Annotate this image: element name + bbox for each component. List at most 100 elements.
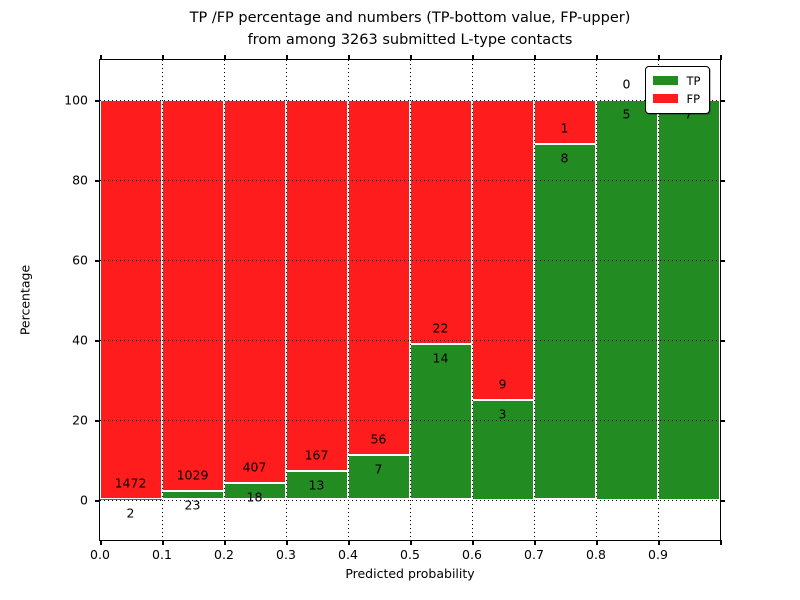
- chart-title: TP /FP percentage and numbers (TP-bottom…: [100, 7, 720, 51]
- x-tick-mark: [410, 540, 412, 545]
- y-tick-mark-right: [720, 260, 725, 262]
- gridline-vertical: [223, 59, 225, 540]
- x-tick-mark-top: [472, 55, 474, 60]
- y-tick-label: 100: [64, 92, 88, 108]
- bar-segment-tp: [533, 143, 596, 500]
- x-tick-mark: [162, 540, 164, 545]
- tp-count-label: 3: [498, 406, 507, 421]
- plot-area: TP FP 1472 2 1029 23 407 18 167 13 56 7 22 14 9 3 1 8 0 5…: [98, 58, 721, 541]
- bar-segment-tp: [409, 343, 472, 500]
- x-tick-mark-top: [658, 55, 660, 60]
- fp-count-label: 56: [370, 431, 387, 447]
- bar-segment-tp: [99, 498, 162, 500]
- legend-item-fp: FP: [652, 90, 701, 108]
- y-tick-label: 60: [72, 252, 88, 268]
- gridline-vertical: [657, 59, 659, 540]
- fp-swatch-icon: [652, 94, 678, 103]
- y-tick-label: 80: [72, 172, 88, 188]
- x-tick-mark-top: [224, 55, 226, 60]
- fp-count-label: 1: [560, 120, 569, 136]
- y-tick-mark-right: [720, 340, 725, 342]
- x-tick-mark: [348, 540, 350, 545]
- tp-count-label: 8: [560, 150, 569, 166]
- x-tick-mark-top: [596, 55, 598, 60]
- bar-segment-fp: [285, 99, 348, 471]
- gridline-vertical: [471, 59, 473, 540]
- bar-segment-fp: [471, 99, 534, 400]
- gridline-vertical: [533, 59, 535, 540]
- bar-segment-fp: [409, 99, 472, 344]
- x-tick-mark-top: [100, 55, 102, 60]
- chart-title-line1: TP /FP percentage and numbers (TP-bottom…: [189, 10, 631, 26]
- y-tick-mark: [95, 100, 100, 102]
- x-tick-label: 0.7: [524, 547, 544, 562]
- tp-count-label: 14: [432, 350, 449, 366]
- x-tick-label: 0.5: [400, 547, 420, 562]
- y-tick-mark-right: [720, 500, 725, 502]
- y-tick-mark: [95, 340, 100, 342]
- x-tick-label: 0.0: [90, 547, 110, 562]
- x-tick-label: 0.9: [648, 547, 668, 562]
- y-tick-mark: [95, 500, 100, 502]
- y-tick-label: 20: [72, 412, 88, 428]
- bar-segment-fp: [223, 99, 286, 483]
- x-tick-mark-top: [720, 55, 722, 60]
- x-tick-mark: [534, 540, 536, 545]
- x-tick-mark: [472, 540, 474, 545]
- bar-segment-tp: [657, 99, 720, 500]
- gridline-vertical: [285, 59, 287, 540]
- y-tick-label: 40: [72, 332, 88, 348]
- x-tick-mark-top: [410, 55, 412, 60]
- chart-title-line2: from among 3263 submitted L-type contact…: [247, 32, 573, 48]
- bar-segment-fp: [347, 99, 410, 456]
- x-tick-mark-top: [162, 55, 164, 60]
- x-tick-mark-top: [534, 55, 536, 60]
- fp-count-label: 1029: [176, 467, 209, 483]
- fp-count-label: 22: [432, 320, 449, 336]
- legend: TP FP: [644, 65, 711, 114]
- x-tick-mark-top: [348, 55, 350, 60]
- x-tick-label: 0.3: [276, 547, 296, 562]
- x-tick-mark: [286, 540, 288, 545]
- tp-count-label: 13: [308, 477, 325, 493]
- bar-segment-fp: [533, 99, 596, 144]
- x-tick-mark: [224, 540, 226, 545]
- fp-count-label: 1472: [114, 475, 147, 491]
- bar-segment-tp: [285, 470, 348, 500]
- gridline-vertical: [409, 59, 411, 540]
- fp-count-label: 0: [622, 76, 631, 91]
- legend-item-tp: TP: [652, 72, 701, 90]
- y-tick-label: 0: [80, 492, 88, 508]
- y-axis-label: Percentage: [17, 264, 33, 336]
- bar-segment-tp: [471, 399, 534, 500]
- x-axis-label: Predicted probability: [345, 566, 475, 581]
- tp-count-label: 7: [374, 461, 383, 477]
- tp-count-label: 23: [184, 497, 201, 513]
- tp-count-label: 18: [246, 489, 263, 505]
- bar-segment-fp: [161, 99, 224, 491]
- gridline-vertical: [161, 59, 163, 540]
- x-tick-label: 0.4: [338, 547, 358, 562]
- y-tick-mark-right: [720, 180, 725, 182]
- x-tick-mark: [658, 540, 660, 545]
- y-tick-mark-right: [720, 420, 725, 422]
- gridline-vertical: [347, 59, 349, 540]
- fp-count-label: 167: [304, 447, 329, 463]
- tp-count-label: 5: [622, 106, 631, 121]
- fp-count-label: 9: [498, 376, 507, 391]
- y-tick-mark: [95, 180, 100, 182]
- bar-segment-tp: [595, 99, 658, 500]
- tp-count-label: 2: [126, 505, 135, 521]
- x-tick-label: 0.8: [586, 547, 606, 562]
- x-tick-label: 0.2: [214, 547, 234, 562]
- legend-label-fp: FP: [686, 91, 701, 106]
- legend-label-tp: TP: [686, 73, 701, 88]
- x-tick-mark: [596, 540, 598, 545]
- tp-swatch-icon: [652, 76, 678, 85]
- y-tick-mark-right: [720, 100, 725, 102]
- bar-segment-fp: [99, 99, 162, 499]
- x-tick-mark-top: [286, 55, 288, 60]
- fp-count-label: 407: [242, 459, 267, 475]
- gridline-vertical: [595, 59, 597, 540]
